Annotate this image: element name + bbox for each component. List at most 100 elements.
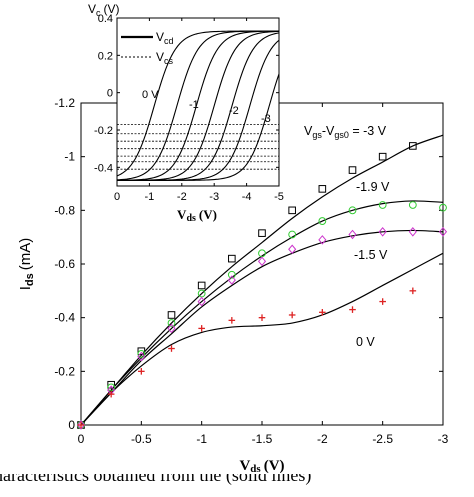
y-tick-label: 0 [68, 418, 75, 432]
data-point-circle [348, 206, 357, 215]
data-point-plus [168, 345, 175, 352]
data-point-diamond [318, 235, 327, 245]
inset-curve-label-minus-3: -3 [261, 113, 271, 125]
x-tick-label: -0.5 [131, 432, 152, 446]
legend-label-vcd: Vcd [156, 30, 174, 46]
data-point-diamond [288, 244, 297, 255]
inset-legend: Vcd Vcs [121, 30, 174, 66]
x-tick-label: -2.5 [372, 432, 393, 446]
data-point-square [348, 166, 357, 174]
data-point-diamond [378, 227, 387, 237]
data-point-circle [137, 349, 146, 358]
legend-title: Vgs-Vgs0 = -3 V [304, 124, 387, 140]
y-tick-label: -0.2 [54, 364, 75, 378]
y-tick-label: -0.4 [54, 311, 75, 325]
data-point-square [409, 142, 417, 150]
x-tick-label: -1 [196, 432, 207, 446]
y-axis-label: Ids(mA) [17, 238, 36, 291]
data-point-diamond [227, 275, 236, 285]
data-point-plus [138, 368, 145, 375]
data-point-circle [318, 217, 327, 225]
inset-vcd-curve [116, 30, 280, 181]
data-point-circle [288, 230, 297, 239]
data-point-diamond [137, 351, 146, 362]
x-tick-label: -2 [317, 432, 328, 446]
data-point-square [107, 380, 115, 389]
x-axis-label: Vds (V) [239, 458, 284, 475]
main-data-markers [76, 142, 448, 430]
inset-x-tick-label: -2 [177, 191, 187, 203]
inset-x-tick-label: -1 [145, 191, 155, 203]
inset-x-tick-label: -3 [209, 191, 219, 203]
data-point-plus [288, 311, 296, 319]
data-point-square [378, 152, 387, 161]
data-point-square [258, 229, 266, 237]
data-point-square [318, 185, 327, 193]
data-point-diamond [408, 227, 417, 237]
annotation-minus-1-5v: -1.5 V [354, 248, 388, 262]
model-curve-1-9-v [80, 200, 444, 426]
model-curve-1-5-v [80, 229, 444, 426]
data-point-plus [349, 306, 356, 313]
data-point-circle [227, 270, 236, 279]
data-point-plus [228, 317, 236, 324]
x-tick-label: 0 [78, 432, 85, 446]
y-tick-label: -1.2 [54, 96, 75, 110]
data-point-circle [107, 383, 116, 392]
annotation-minus-1-9v: -1.9 V [356, 180, 390, 194]
data-point-diamond [438, 227, 448, 237]
data-point-plus [77, 421, 85, 429]
data-point-diamond [167, 323, 176, 334]
data-point-circle [439, 203, 447, 212]
y-tick-label: -1 [64, 150, 75, 164]
inset-y-tick-label: 0.2 [98, 50, 113, 62]
main-chart: 0 -0.5 -1 -1.5 -2 -2.5 -3 0 -0.2 -0.4 -0.6 -0.8 -1 -1… [17, 96, 449, 475]
data-point-square [167, 311, 176, 319]
inset-y-axis-label: Vc (V) [88, 2, 120, 18]
data-point-circle [408, 201, 417, 209]
data-point-diamond [197, 296, 206, 307]
x-tick-label: -3 [438, 432, 449, 446]
data-point-circle [378, 201, 387, 209]
model-curve-3-v [80, 134, 444, 426]
inset-y-tick-label: 0.4 [98, 13, 113, 25]
data-point-diamond [76, 420, 86, 430]
main-ticks: 0 -0.5 -1 -1.5 -2 -2.5 -3 0 -0.2 -0.4 -0.6 -0.8 -1 -1… [54, 96, 448, 446]
data-point-diamond [348, 229, 357, 240]
inset-curve-label-minus-1: -1 [189, 99, 199, 111]
x-tick-label: -1.5 [252, 432, 273, 446]
inset-plot-frame [116, 17, 280, 187]
y-tick-label: -0.8 [54, 203, 75, 217]
data-point-square [197, 281, 206, 290]
inset-vcd-curve [116, 30, 279, 181]
data-point-square [228, 254, 236, 263]
data-point-square [288, 206, 296, 215]
inset-curve-label-0v: 0 V [142, 89, 159, 101]
data-point-plus [379, 298, 386, 305]
annotation-0v: 0 V [356, 335, 375, 349]
inset-x-tick-label: -4 [242, 191, 252, 203]
inset-curve-label-minus-2: -2 [229, 105, 239, 117]
data-point-circle [167, 319, 176, 327]
inset-x-tick-label: -5 [274, 191, 284, 203]
data-point-square [137, 347, 146, 356]
inset-y-tick-label: -0.2 [94, 125, 113, 137]
inset-x-tick-label: 0 [114, 191, 120, 203]
caption-text: haracteristics obtained from the (solid … [0, 474, 312, 485]
inset-curves [116, 30, 280, 181]
data-point-plus [409, 287, 417, 295]
data-point-plus [198, 325, 205, 332]
inset-y-tick-label: -0.4 [94, 162, 113, 174]
legend-label-vcs: Vcs [156, 50, 174, 66]
model-curve-0-v [80, 252, 444, 426]
y-tick-label: -0.6 [54, 257, 75, 271]
inset-x-axis-label: Vds (V) [177, 207, 217, 224]
inset-vcd-curve [117, 73, 280, 181]
data-point-plus [258, 314, 266, 321]
inset-ticks: 0 -1 -2 -3 -4 -5 0.4 0.2 0 -0.2 -0.4 [94, 13, 284, 203]
data-point-plus [319, 309, 326, 316]
inset-chart: 0 -1 -2 -3 -4 -50.40.20-0.2-0.4 Vc (V) Vds (V) … [88, 2, 284, 224]
figure-caption: haracteristics obtained from the (solid … [0, 474, 474, 497]
inset-y-tick-label: 0 [107, 88, 113, 100]
